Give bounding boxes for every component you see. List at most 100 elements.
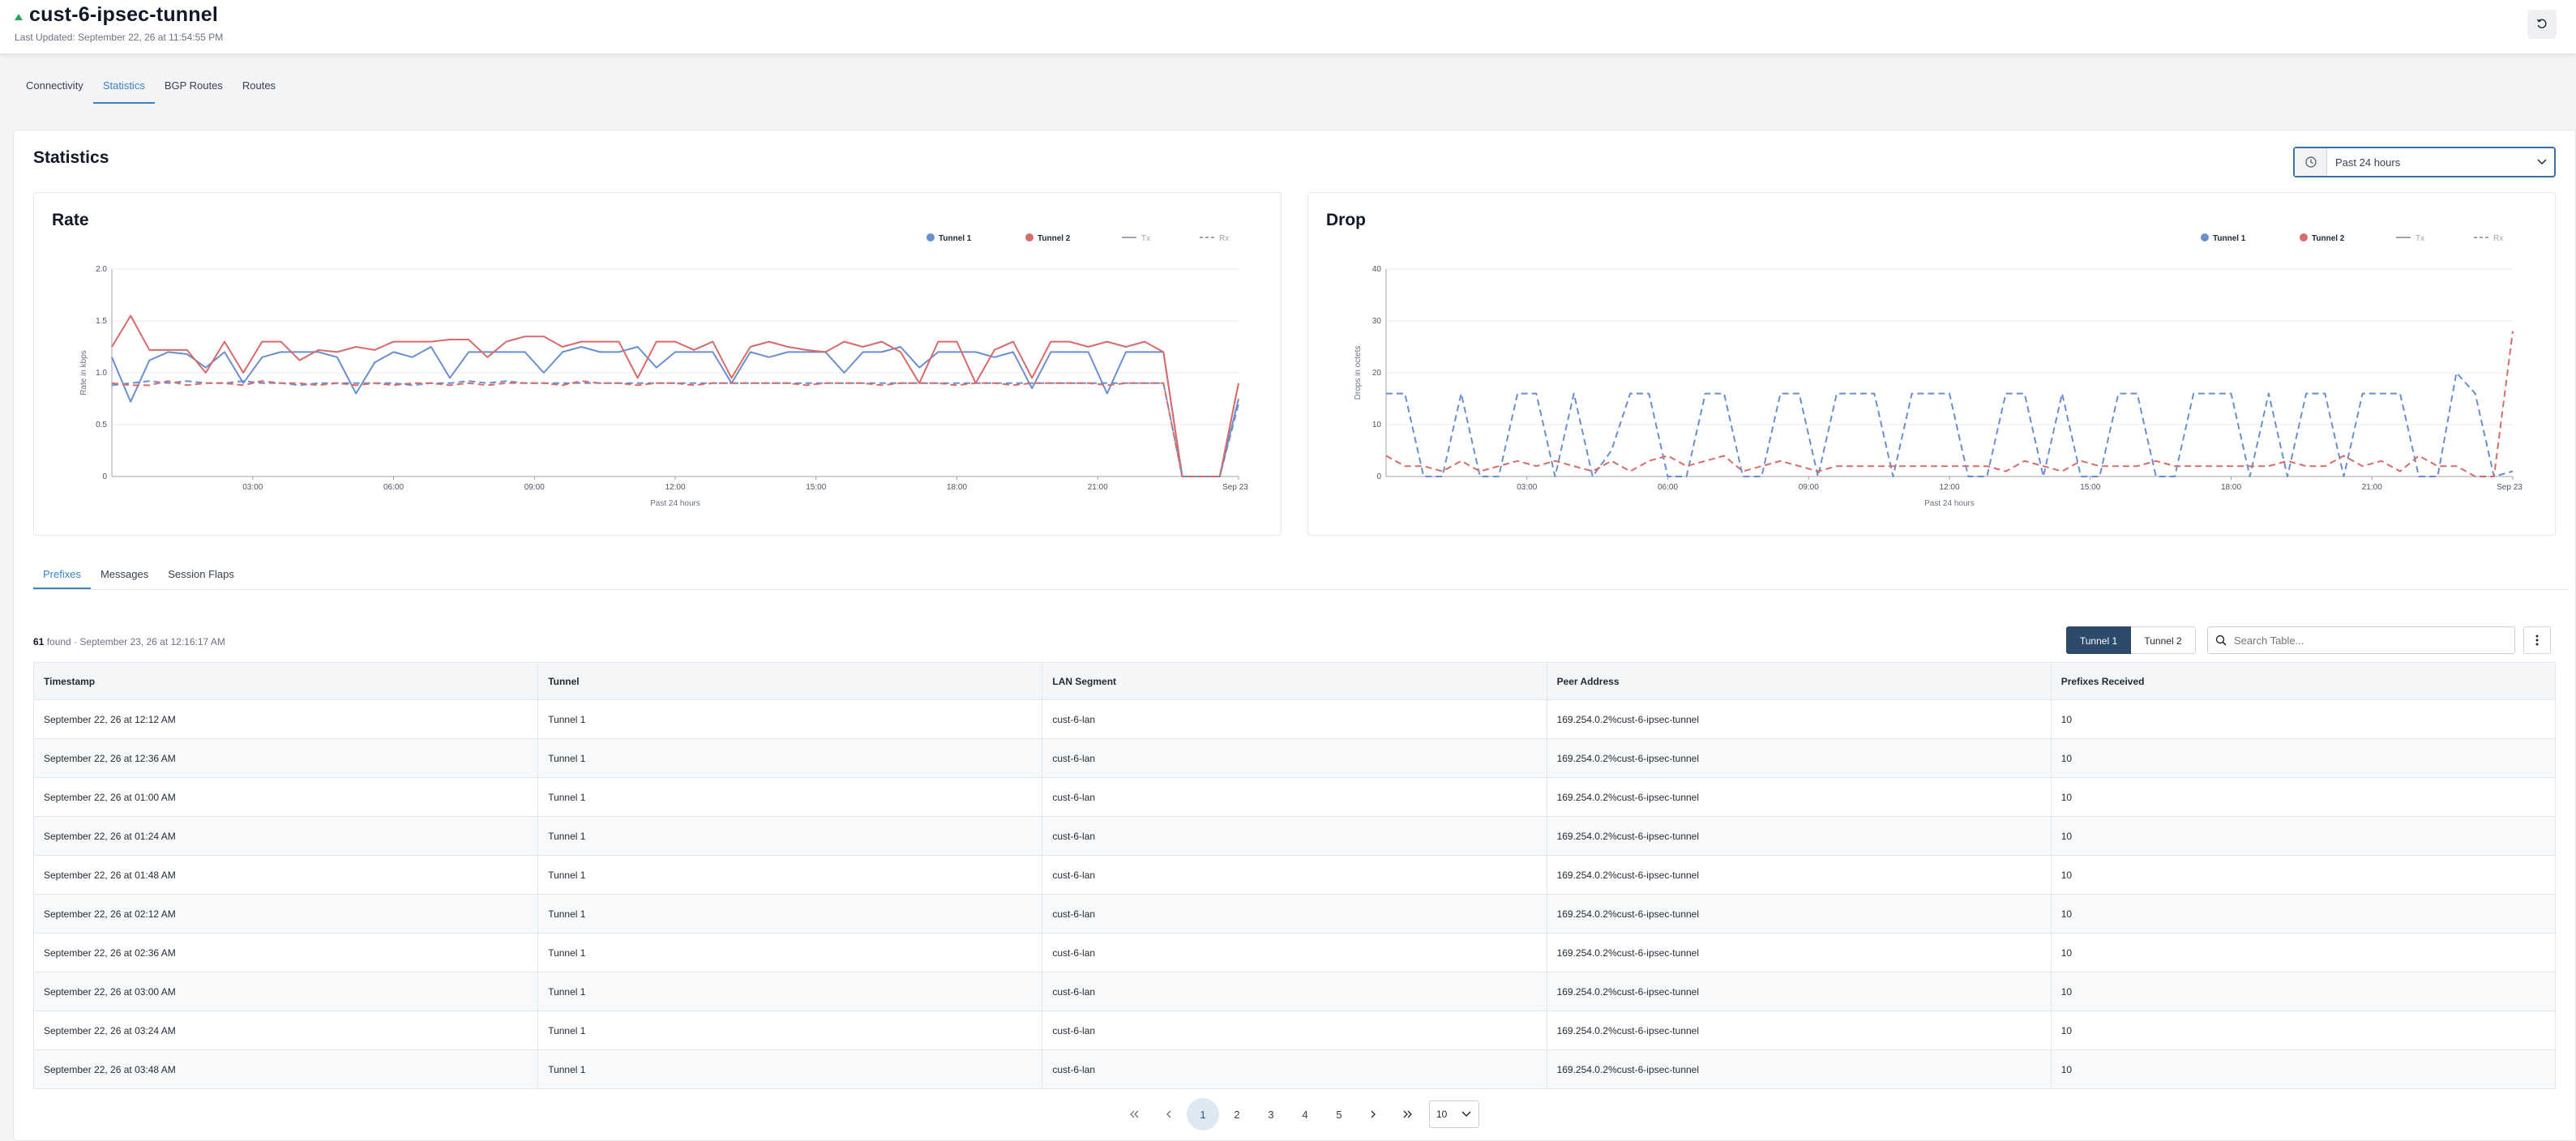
legend-item: Tunnel 2 <box>2300 233 2345 243</box>
previous-page-button[interactable] <box>1153 1098 1185 1130</box>
column-peer-address[interactable]: Peer Address <box>1546 662 2052 700</box>
x-tick-label: 06:00 <box>1658 483 1678 492</box>
tab-session-flaps[interactable]: Session Flaps <box>168 568 234 580</box>
page-1-button[interactable]: 1 <box>1187 1098 1219 1130</box>
time-range-select[interactable]: Past 24 hours <box>2293 147 2556 177</box>
table-row: September 22, 26 at 03:24 AM Tunnel 1 cust… <box>32 1011 2557 1050</box>
refresh-button[interactable] <box>2527 10 2557 39</box>
table-row: September 22, 26 at 12:12 AM Tunnel 1 cust… <box>32 699 2557 739</box>
cell-peer-address: 169.254.0.2%cust-6-ipsec-tunnel <box>1546 972 2052 1011</box>
legend-label: Tx <box>1141 234 1150 243</box>
rate-chart-card: Rate 0 0.5 1.0 1.5 2.0 03:00 06:00 09:00 12:00 15… <box>33 192 1282 536</box>
x-tick-label: 12:00 <box>1939 483 1959 492</box>
series-line-tunnel-2-rx <box>1385 331 2514 477</box>
tunnel-1-legend-dot <box>2201 233 2209 241</box>
cell-peer-address: 169.254.0.2%cust-6-ipsec-tunnel <box>1546 816 2052 856</box>
cell-timestamp: September 22, 26 at 12:12 AM <box>32 699 539 739</box>
statistics-title: Statistics <box>33 148 109 167</box>
x-axis-label: Past 24 hours <box>650 499 700 508</box>
table-row: September 22, 26 at 01:48 AM Tunnel 1 cust… <box>32 855 2557 895</box>
y-tick-label: 0.5 <box>96 421 107 429</box>
y-tick-label: 1.5 <box>96 317 107 326</box>
kebab-menu-icon <box>2535 635 2539 646</box>
page-size-select[interactable]: 10 <box>1429 1100 1479 1128</box>
page-5-button[interactable]: 5 <box>1336 1108 1342 1121</box>
cell-prefixes-received: 10 <box>2050 933 2557 972</box>
x-tick-label: Sep 23 <box>1222 483 1248 492</box>
cell-tunnel: Tunnel 1 <box>537 972 1043 1011</box>
y-tick-label: 0 <box>102 472 107 481</box>
column-tunnel[interactable]: Tunnel <box>537 662 1043 700</box>
chevron-down-icon <box>1461 1111 1471 1117</box>
table-row: September 22, 26 at 01:00 AM Tunnel 1 cust… <box>32 777 2557 817</box>
table-row: September 22, 26 at 03:00 AM Tunnel 1 cust… <box>32 972 2557 1011</box>
tab-messages[interactable]: Messages <box>100 568 149 580</box>
cell-tunnel: Tunnel 1 <box>537 855 1043 895</box>
table-header-row: Timestamp Tunnel LAN Segment Peer Addres… <box>32 662 2557 700</box>
cell-lan-segment: cust-6-lan <box>1042 1011 1547 1050</box>
x-tick-label: 18:00 <box>947 483 967 492</box>
y-axis-label: Drops in octets <box>1354 346 1363 400</box>
tab-bgp-routes[interactable]: BGP Routes <box>164 79 223 92</box>
column-timestamp[interactable]: Timestamp <box>32 662 539 700</box>
tab-prefixes[interactable]: Prefixes <box>33 562 91 589</box>
cell-tunnel: Tunnel 1 <box>537 699 1043 739</box>
legend-item: Tunnel 1 <box>926 233 972 243</box>
more-options-button[interactable] <box>2523 626 2551 654</box>
drop-chart-card: Drop 0 10 20 30 40 03:00 06:00 09:00 12:00 15:00 1… <box>1307 192 2556 536</box>
tunnel-2-legend-dot <box>1025 233 1033 241</box>
legend-label: Tunnel 1 <box>2213 234 2246 243</box>
cell-lan-segment: cust-6-lan <box>1042 699 1547 739</box>
cell-tunnel: Tunnel 1 <box>537 777 1043 817</box>
clock-icon <box>2295 148 2327 176</box>
cell-timestamp: September 22, 26 at 03:24 AM <box>32 1011 539 1050</box>
chevrons-right-icon <box>1403 1110 1412 1118</box>
y-tick-label: 20 <box>1372 369 1382 378</box>
page-title: cust-6-ipsec-tunnel <box>29 3 218 26</box>
cell-peer-address: 169.254.0.2%cust-6-ipsec-tunnel <box>1546 855 2052 895</box>
cell-prefixes-received: 10 <box>2050 855 2557 895</box>
page-2-button[interactable]: 2 <box>1234 1108 1240 1121</box>
x-tick-label: Sep 23 <box>2497 483 2523 492</box>
column-lan-segment[interactable]: LAN Segment <box>1042 662 1547 700</box>
column-prefixes-received[interactable]: Prefixes Received <box>2050 662 2557 700</box>
cell-tunnel: Tunnel 1 <box>537 933 1043 972</box>
cell-prefixes-received: 10 <box>2050 777 2557 817</box>
page-size-value: 10 <box>1436 1109 1448 1120</box>
y-axis-label: Rate in kbps <box>79 350 88 395</box>
cell-lan-segment: cust-6-lan <box>1042 855 1547 895</box>
chevron-right-icon <box>1371 1110 1376 1118</box>
series-line-tunnel-1-rx <box>111 380 1239 477</box>
x-tick-label: 18:00 <box>2221 483 2241 492</box>
title-row: cust-6-ipsec-tunnel <box>15 3 218 27</box>
cell-lan-segment: cust-6-lan <box>1042 738 1547 778</box>
page-3-button[interactable]: 3 <box>1268 1108 1274 1121</box>
tab-connectivity[interactable]: Connectivity <box>26 79 83 92</box>
next-page-button[interactable] <box>1357 1098 1389 1130</box>
cell-prefixes-received: 10 <box>2050 1011 2557 1050</box>
table-row: September 22, 26 at 01:24 AM Tunnel 1 cust… <box>32 816 2557 856</box>
y-tick-label: 1.0 <box>96 369 107 378</box>
tunnel-2-button[interactable]: Tunnel 2 <box>2131 626 2196 654</box>
cell-lan-segment: cust-6-lan <box>1042 1049 1547 1089</box>
chevron-left-icon <box>1166 1110 1171 1118</box>
tab-routes[interactable]: Routes <box>242 79 276 92</box>
search-input[interactable] <box>2234 634 2514 647</box>
last-page-button[interactable] <box>1391 1098 1423 1130</box>
first-page-button[interactable] <box>1119 1098 1151 1130</box>
tunnel-1-button[interactable]: Tunnel 1 <box>2066 626 2131 654</box>
results-count: 61 <box>33 636 45 647</box>
pagination: 1 2 3 4 5 10 <box>1118 1098 1479 1130</box>
cell-tunnel: Tunnel 1 <box>537 1049 1043 1089</box>
time-range-value: Past 24 hours <box>2335 156 2401 169</box>
tab-statistics[interactable]: Statistics <box>92 68 155 104</box>
cell-peer-address: 169.254.0.2%cust-6-ipsec-tunnel <box>1546 933 2052 972</box>
tunnel-1-legend-dot <box>926 233 935 241</box>
cell-timestamp: September 22, 26 at 01:00 AM <box>32 777 539 817</box>
sub-tabs: Prefixes Messages Session Flaps <box>33 562 244 589</box>
rate-chart-title: Rate <box>52 211 89 229</box>
top-tabs: Connectivity Statistics BGP Routes Route… <box>16 68 285 104</box>
x-axis-label: Past 24 hours <box>1924 499 1975 508</box>
page-4-button[interactable]: 4 <box>1302 1108 1308 1121</box>
cell-timestamp: September 22, 26 at 02:12 AM <box>32 894 539 934</box>
